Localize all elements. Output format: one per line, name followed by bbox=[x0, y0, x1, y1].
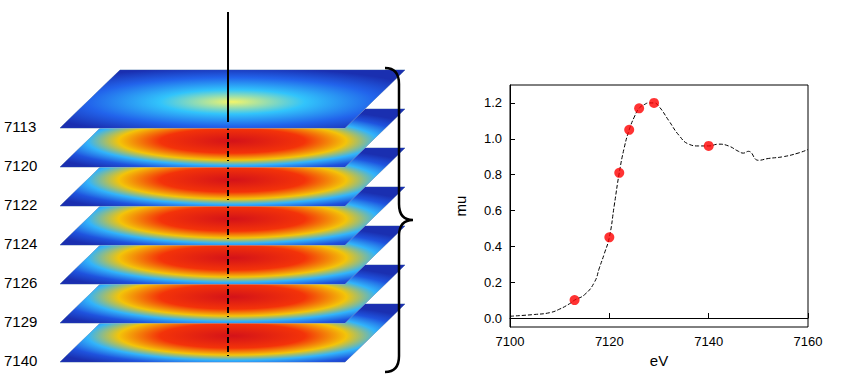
svg-text:7140: 7140 bbox=[4, 352, 37, 369]
svg-text:eV: eV bbox=[650, 352, 668, 369]
svg-text:7113: 7113 bbox=[4, 118, 36, 135]
svg-text:7126: 7126 bbox=[4, 274, 37, 291]
svg-text:7140: 7140 bbox=[694, 334, 723, 349]
svg-text:0.4: 0.4 bbox=[484, 239, 502, 254]
svg-text:0.6: 0.6 bbox=[484, 203, 502, 218]
svg-text:1.2: 1.2 bbox=[484, 95, 502, 110]
svg-text:7120: 7120 bbox=[4, 157, 37, 174]
svg-text:1.0: 1.0 bbox=[484, 131, 502, 146]
svg-text:mu: mu bbox=[452, 196, 469, 217]
svg-text:0.8: 0.8 bbox=[484, 167, 502, 182]
svg-text:7100: 7100 bbox=[496, 334, 525, 349]
svg-text:7120: 7120 bbox=[595, 334, 624, 349]
svg-text:7124: 7124 bbox=[4, 235, 37, 252]
svg-text:0.0: 0.0 bbox=[484, 311, 502, 326]
svg-text:7122: 7122 bbox=[4, 196, 37, 213]
svg-text:0.2: 0.2 bbox=[484, 275, 502, 290]
svg-text:7160: 7160 bbox=[794, 334, 823, 349]
svg-text:7129: 7129 bbox=[4, 313, 37, 330]
